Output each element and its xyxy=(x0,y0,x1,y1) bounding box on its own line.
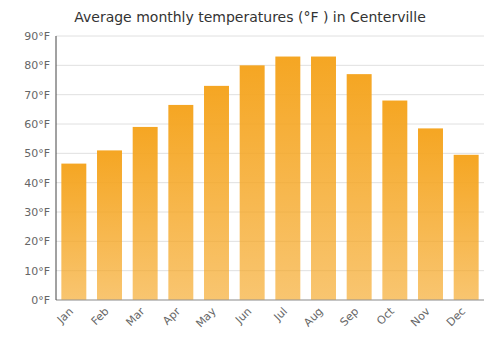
x-tick-label: Nov xyxy=(408,305,433,330)
x-tick-label: Oct xyxy=(374,304,397,327)
y-tick-label: 80°F xyxy=(24,59,50,72)
bar xyxy=(454,155,479,300)
bar xyxy=(61,164,86,300)
x-tick-label: Apr xyxy=(160,305,183,328)
bar xyxy=(133,127,158,300)
x-axis: Jan Feb Mar Apr May Jun Jul Aug Sep Oct Nov Dec xyxy=(54,304,468,330)
bar xyxy=(347,74,372,300)
x-tick-label: Mar xyxy=(123,305,147,329)
bars xyxy=(61,57,478,300)
bar xyxy=(311,57,336,300)
chart-svg: Average monthly temperatures (°F ) in Ce… xyxy=(0,0,500,350)
y-tick-label: 10°F xyxy=(24,265,50,278)
bar xyxy=(240,65,265,300)
y-tick-label: 70°F xyxy=(24,89,50,102)
grid-line xyxy=(56,94,484,95)
y-tick-label: 20°F xyxy=(24,235,50,248)
y-tick-label: 0°F xyxy=(31,294,50,307)
y-tick-label: 40°F xyxy=(24,177,50,190)
grid-line xyxy=(56,65,484,66)
y-axis: 0°F 10°F 20°F 30°F 40°F 50°F 60°F 70°F 80°F 90°F xyxy=(24,30,50,307)
x-tick-label: Jan xyxy=(54,305,76,327)
grid xyxy=(56,36,484,300)
bar xyxy=(204,86,229,300)
chart-container: Average monthly temperatures (°F ) in Ce… xyxy=(0,0,500,350)
grid-line xyxy=(56,36,484,37)
x-tick-label: Jun xyxy=(232,305,254,327)
bar xyxy=(168,105,193,300)
x-tick-label: Dec xyxy=(444,305,468,329)
grid-line xyxy=(56,124,484,125)
chart-title: Average monthly temperatures (°F ) in Ce… xyxy=(74,9,426,25)
y-tick-label: 60°F xyxy=(24,118,50,131)
x-tick-label: May xyxy=(193,305,219,331)
y-tick-label: 50°F xyxy=(24,147,50,160)
bar xyxy=(97,150,122,300)
bar xyxy=(418,128,443,300)
x-tick-label: Feb xyxy=(89,305,112,328)
y-tick-label: 30°F xyxy=(24,206,50,219)
y-axis-line xyxy=(56,36,57,300)
x-axis-line xyxy=(56,300,484,301)
grid-line xyxy=(56,300,484,301)
bar xyxy=(382,101,407,300)
x-tick-label: Aug xyxy=(301,305,325,329)
x-tick-label: Sep xyxy=(337,305,361,329)
bar xyxy=(275,57,300,300)
y-tick-label: 90°F xyxy=(24,30,50,43)
x-tick-label: Jul xyxy=(271,305,290,324)
